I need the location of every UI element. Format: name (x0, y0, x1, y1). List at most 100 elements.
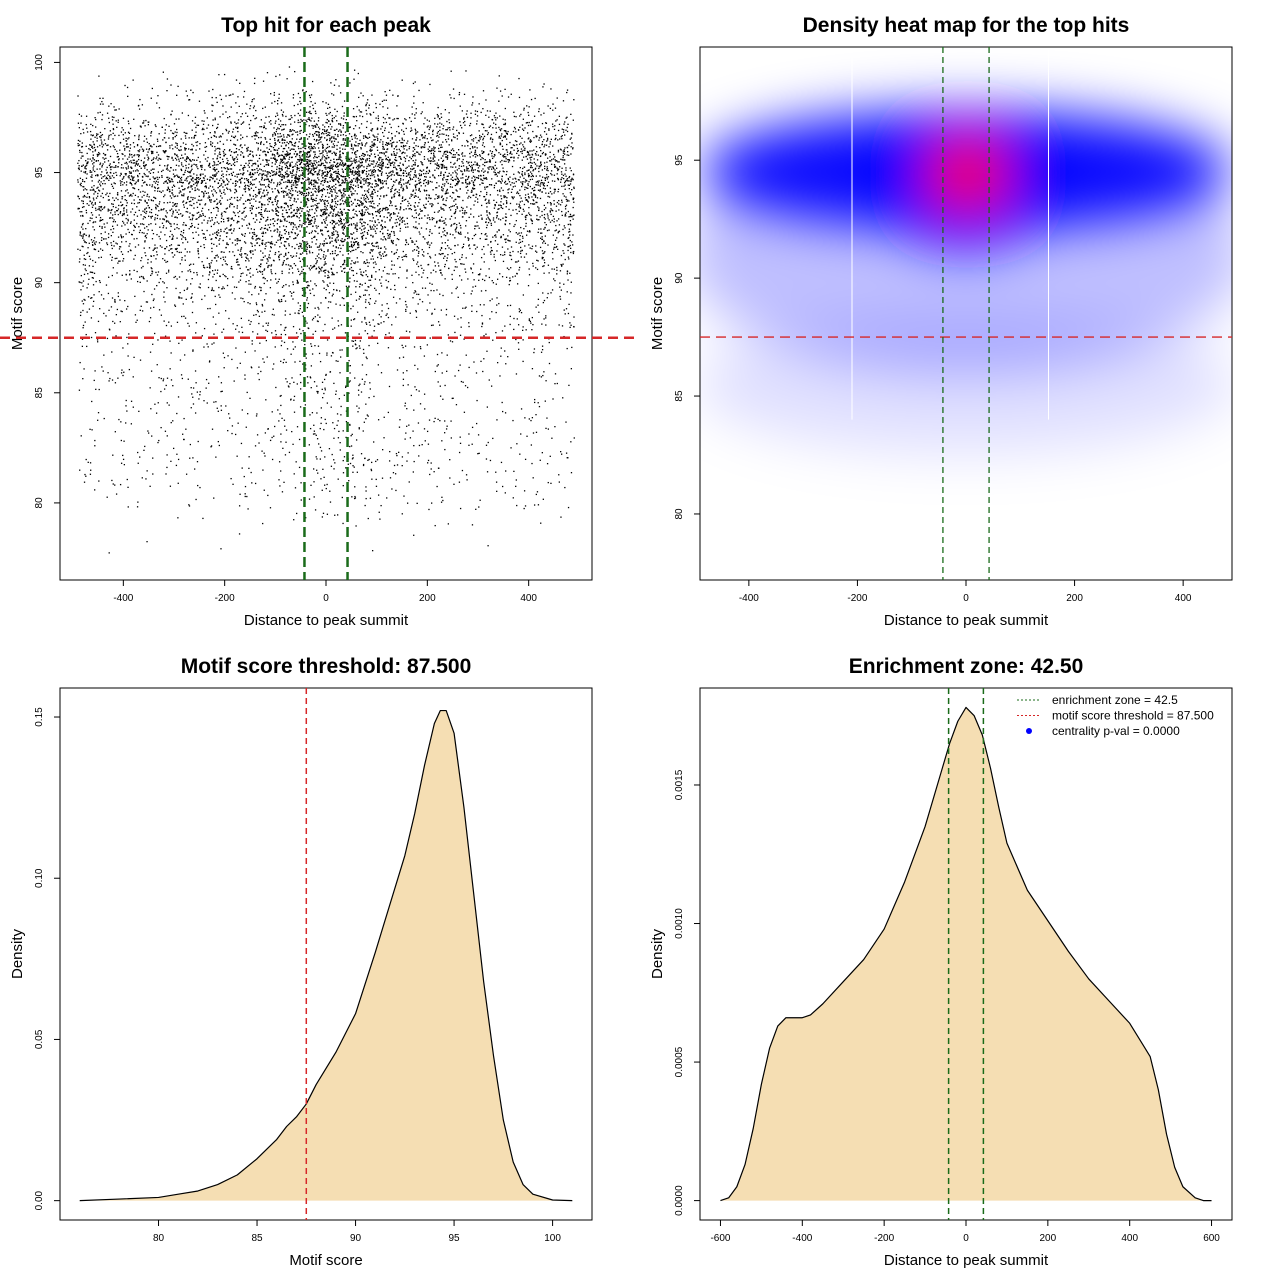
data-point (413, 95, 415, 98)
data-point (266, 176, 268, 178)
data-point (306, 253, 308, 255)
data-point (217, 440, 219, 443)
data-point (83, 258, 86, 260)
data-point (233, 206, 235, 208)
data-point (251, 99, 254, 101)
data-point (484, 233, 486, 236)
data-point (207, 124, 210, 126)
data-point (526, 150, 529, 153)
data-point (305, 123, 307, 126)
data-point (373, 139, 375, 141)
data-point (544, 154, 547, 156)
data-point (567, 123, 569, 125)
data-point (166, 246, 168, 248)
data-point (97, 320, 100, 323)
data-point (170, 244, 173, 246)
data-point (151, 184, 154, 186)
data-point (247, 413, 249, 415)
data-point (293, 184, 295, 186)
data-point (354, 224, 357, 226)
data-point (342, 241, 344, 243)
data-point (409, 312, 411, 314)
data-point (441, 440, 443, 442)
data-point (185, 160, 187, 163)
data-point (476, 155, 479, 157)
data-point (341, 211, 343, 214)
data-point (344, 190, 347, 192)
data-point (302, 222, 305, 225)
data-point (415, 195, 417, 197)
data-point (521, 249, 523, 252)
data-point (320, 196, 323, 198)
data-point (92, 154, 94, 156)
data-point (250, 205, 253, 207)
data-point (142, 210, 144, 212)
data-point (146, 233, 148, 235)
data-point (264, 232, 267, 234)
data-point (284, 245, 286, 247)
data-point (321, 170, 324, 172)
data-point (303, 163, 305, 165)
data-point (519, 201, 521, 203)
data-point (86, 164, 88, 166)
data-point (445, 314, 448, 316)
data-point (94, 332, 97, 334)
data-point (198, 189, 200, 191)
data-point (325, 374, 327, 376)
data-point (211, 96, 213, 99)
data-point (203, 120, 205, 122)
data-point (551, 251, 554, 254)
data-point (451, 176, 454, 179)
data-point (85, 475, 87, 477)
data-point (381, 228, 383, 230)
data-point (318, 179, 320, 181)
data-point (189, 226, 192, 228)
data-point (320, 258, 322, 260)
data-point (222, 176, 225, 178)
data-point (564, 180, 567, 183)
data-point (504, 123, 506, 126)
data-point (377, 180, 380, 182)
data-point (489, 213, 491, 215)
data-point (359, 212, 362, 215)
data-point (488, 126, 490, 128)
data-point (495, 127, 497, 129)
data-point (379, 188, 381, 190)
data-point (517, 171, 520, 173)
data-point (317, 131, 319, 133)
data-point (210, 136, 213, 139)
data-point (505, 241, 507, 243)
data-point (342, 263, 345, 265)
data-point (277, 99, 279, 102)
data-point (288, 156, 291, 158)
data-point (337, 360, 339, 362)
data-point (152, 176, 154, 178)
data-point (500, 347, 502, 349)
data-point (267, 229, 269, 231)
data-point (498, 302, 500, 305)
data-point (282, 115, 284, 117)
data-point (557, 190, 559, 193)
data-point (343, 196, 345, 198)
data-point (343, 304, 345, 306)
data-point (415, 271, 417, 273)
data-point (157, 140, 159, 142)
data-point (562, 234, 564, 236)
data-point (467, 140, 469, 143)
data-point (471, 426, 474, 429)
data-point (401, 79, 403, 81)
data-point (462, 182, 464, 184)
data-point (294, 176, 296, 179)
data-point (85, 212, 88, 214)
data-point (83, 254, 85, 256)
data-point (502, 154, 505, 156)
data-point (501, 246, 504, 248)
data-point (489, 161, 491, 163)
data-point (320, 210, 323, 212)
data-point (218, 222, 220, 225)
data-point (181, 271, 183, 273)
data-point (191, 159, 194, 161)
data-point (478, 279, 480, 281)
data-point (157, 441, 159, 444)
data-point (99, 162, 102, 164)
